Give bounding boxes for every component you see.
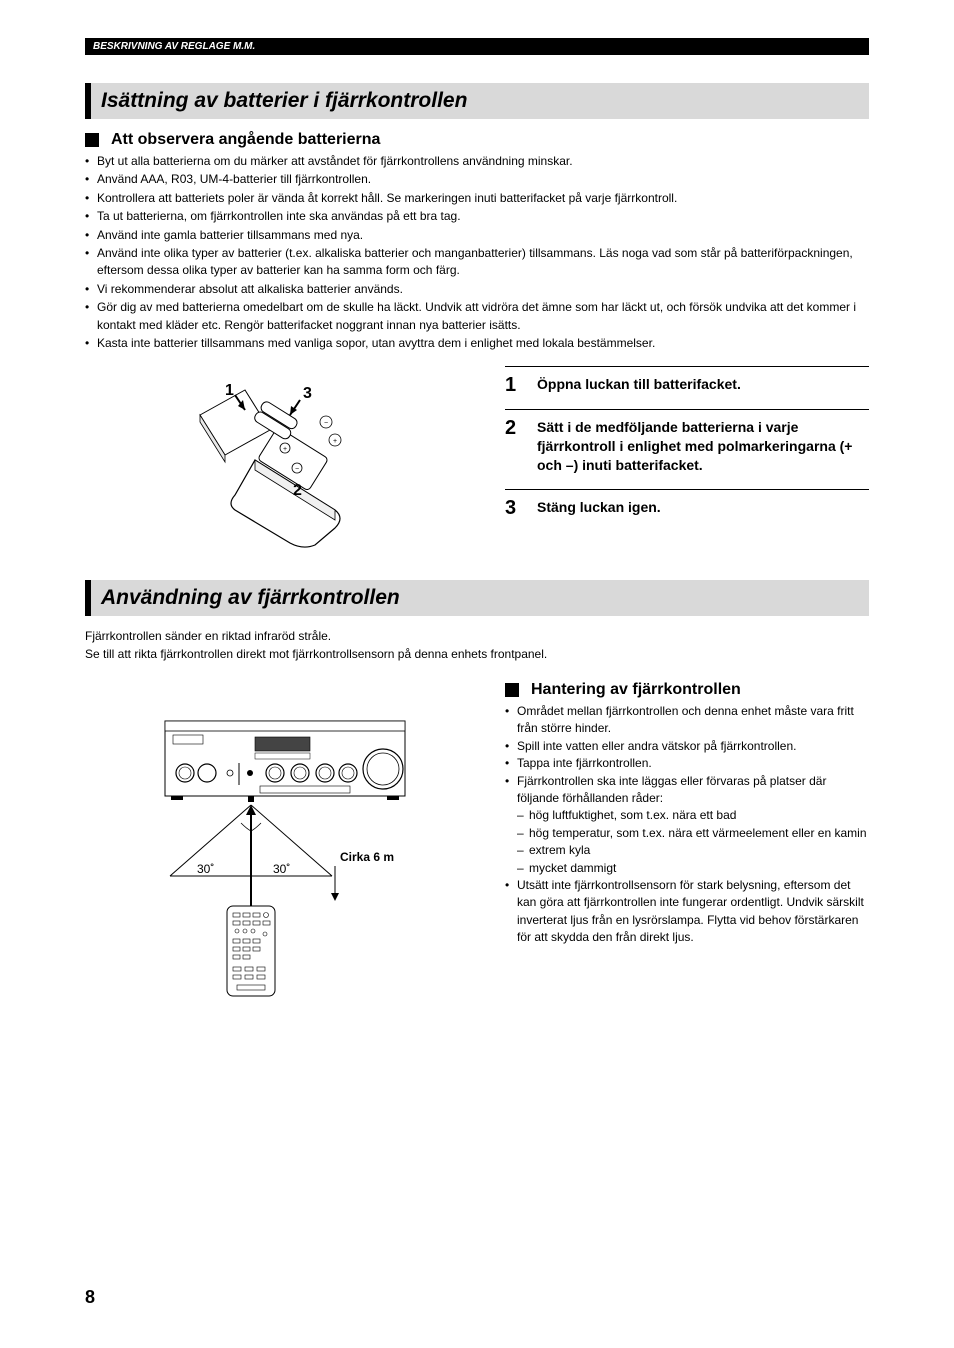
section2-intro: Fjärrkontrollen sänder en riktad infrarö… bbox=[85, 628, 869, 663]
bullet-item: Gör dig av med batterierna omedelbart om… bbox=[85, 299, 869, 334]
section1-bullet-list: Byt ut alla batterierna om du märker att… bbox=[85, 153, 869, 352]
intro-line: Se till att rikta fjärrkontrollen direkt… bbox=[85, 647, 547, 661]
fig-callout-3: 3 bbox=[303, 385, 312, 402]
breadcrumb-text: BESKRIVNING AV REGLAGE M.M. bbox=[93, 41, 255, 52]
dash-item: extrem kyla bbox=[517, 842, 869, 859]
section1-subheading-row: Att observera angående batterierna bbox=[85, 131, 869, 149]
svg-text:+: + bbox=[333, 438, 337, 445]
bullet-item: Använd AAA, R03, UM-4-batterier till fjä… bbox=[85, 171, 869, 188]
fig-callout-1: 1 bbox=[225, 382, 234, 399]
section2-subheading: Hantering av fjärrkontrollen bbox=[531, 681, 741, 699]
angle-left-label: 30˚ bbox=[197, 862, 214, 876]
square-bullet-icon bbox=[85, 133, 99, 147]
battery-figure-container: + − − + 1 3 2 bbox=[85, 366, 485, 550]
bullet-item: Byt ut alla batterierna om du märker att… bbox=[85, 153, 869, 170]
bullet-item: Området mellan fjärrkontrollen och denna… bbox=[505, 703, 869, 738]
step-row: 1 Öppna luckan till batterifacket. bbox=[505, 366, 869, 409]
fig-callout-2: 2 bbox=[293, 482, 302, 499]
section1-two-col: + − − + 1 3 2 bbox=[85, 366, 869, 550]
step-row: 2 Sätt i de medföljande batterierna i va… bbox=[505, 409, 869, 489]
receiver-figure-container: 30˚ 30˚ Cirka 6 m bbox=[85, 681, 485, 1011]
section2-right-info: Hantering av fjärrkontrollen Området mel… bbox=[505, 681, 869, 1011]
dash-list: hög luftfuktighet, som t.ex. nära ett ba… bbox=[517, 807, 869, 877]
bullet-item: Ta ut batterierna, om fjärrkontrollen in… bbox=[85, 208, 869, 225]
section2-bullet-list: Området mellan fjärrkontrollen och denna… bbox=[505, 703, 869, 946]
step-number: 2 bbox=[505, 418, 521, 475]
bullet-item: Utsätt inte fjärrkontrollsensorn för sta… bbox=[505, 877, 869, 947]
svg-text:−: − bbox=[324, 420, 328, 427]
step-row: 3 Stäng luckan igen. bbox=[505, 489, 869, 532]
step-text: Sätt i de medföljande batterierna i varj… bbox=[537, 418, 869, 475]
page-number: 8 bbox=[85, 1287, 95, 1308]
step-number: 1 bbox=[505, 375, 521, 395]
section1-title: Isättning av batterier i fjärrkontrollen bbox=[101, 89, 467, 112]
remote-range-diagram: 30˚ 30˚ Cirka 6 m bbox=[135, 711, 435, 1011]
step-text: Öppna luckan till batterifacket. bbox=[537, 375, 741, 395]
dash-item: hög temperatur, som t.ex. nära ett värme… bbox=[517, 825, 869, 842]
bullet-item: Spill inte vatten eller andra vätskor på… bbox=[505, 738, 869, 755]
dash-item: hög luftfuktighet, som t.ex. nära ett ba… bbox=[517, 807, 869, 824]
step-text: Stäng luckan igen. bbox=[537, 498, 661, 518]
dash-item: mycket dammigt bbox=[517, 860, 869, 877]
header-breadcrumb: BESKRIVNING AV REGLAGE M.M. bbox=[85, 38, 869, 55]
bullet-item: Använd inte gamla batterier tillsammans … bbox=[85, 227, 869, 244]
bullet-item: Använd inte olika typer av batterier (t.… bbox=[85, 245, 869, 280]
section2-title-bar: Användning av fjärrkontrollen bbox=[85, 580, 869, 616]
svg-text:−: − bbox=[295, 466, 299, 473]
bullet-item: Kasta inte batterier tillsammans med van… bbox=[85, 335, 869, 352]
section1-title-bar: Isättning av batterier i fjärrkontrollen bbox=[85, 83, 869, 119]
section2-title: Användning av fjärrkontrollen bbox=[101, 586, 400, 609]
svg-text:+: + bbox=[283, 446, 287, 453]
bullet-item: Vi rekommenderar absolut att alkaliska b… bbox=[85, 281, 869, 298]
section2-subheading-row: Hantering av fjärrkontrollen bbox=[505, 681, 869, 699]
section2-two-col: 30˚ 30˚ Cirka 6 m bbox=[85, 681, 869, 1011]
bullet-text: Fjärrkontrollen ska inte läggas eller fö… bbox=[517, 774, 826, 805]
bullet-item: Kontrollera att batteriets poler är vänd… bbox=[85, 190, 869, 207]
distance-label: Cirka 6 m bbox=[340, 850, 394, 864]
section1-steps: 1 Öppna luckan till batterifacket. 2 Sät… bbox=[505, 366, 869, 550]
battery-insert-diagram: + − − + 1 3 2 bbox=[185, 370, 385, 550]
bullet-item: Fjärrkontrollen ska inte läggas eller fö… bbox=[505, 773, 869, 877]
square-bullet-icon bbox=[505, 683, 519, 697]
step-number: 3 bbox=[505, 498, 521, 518]
angle-right-label: 30˚ bbox=[273, 862, 290, 876]
section1-subheading: Att observera angående batterierna bbox=[111, 131, 380, 149]
intro-line: Fjärrkontrollen sänder en riktad infrarö… bbox=[85, 629, 331, 643]
bullet-item: Tappa inte fjärrkontrollen. bbox=[505, 755, 869, 772]
